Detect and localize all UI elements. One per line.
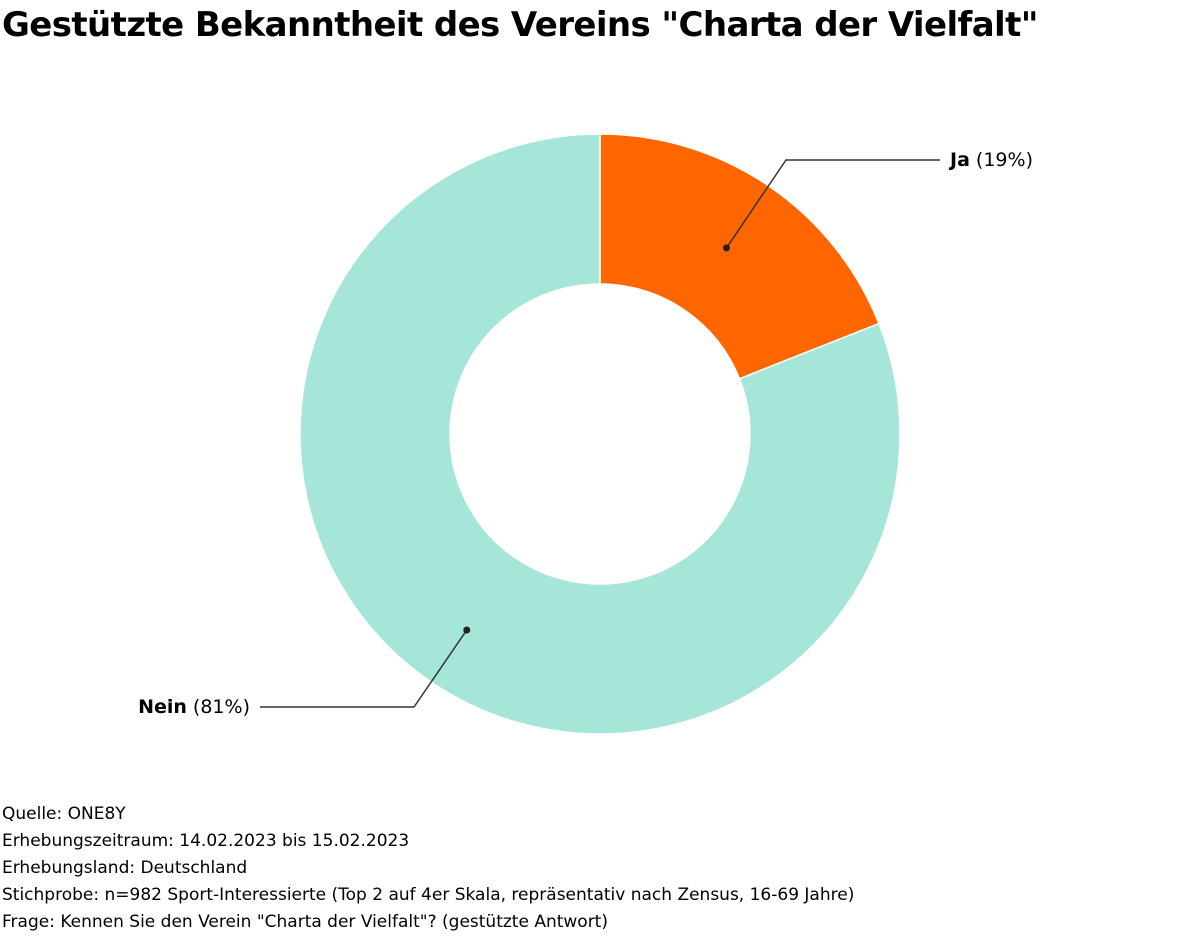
footer-sample: Stichprobe: n=982 Sport-Interessierte (T… <box>2 885 855 905</box>
slice-label-name: Nein <box>138 696 187 718</box>
callout-line-nein <box>260 629 468 708</box>
slice-label-value: (81%) <box>187 696 250 718</box>
slice-ja <box>599 133 880 380</box>
donut-slices <box>299 133 901 735</box>
footer-source: Quelle: ONE8Y <box>2 804 126 824</box>
chart-footer: Quelle: ONE8Y Erhebungszeitraum: 14.02.2… <box>2 801 854 936</box>
chart-title: Gestützte Bekanntheit des Vereins "Chart… <box>2 5 1038 45</box>
slice-label-name: Ja <box>948 149 970 171</box>
slice-nein <box>299 133 901 735</box>
callout-dot-ja <box>722 244 730 252</box>
donut-callouts: Ja (19%) Nein (81%) <box>138 149 1033 718</box>
slice-label-value: (19%) <box>970 149 1033 171</box>
footer-country: Erhebungsland: Deutschland <box>2 858 248 878</box>
slice-label-nein: Nein (81%) <box>138 696 250 718</box>
callout-line-ja <box>725 159 940 249</box>
footer-question: Frage: Kennen Sie den Verein "Charta der… <box>2 912 608 932</box>
slice-label-ja: Ja (19%) <box>948 149 1033 171</box>
footer-period: Erhebungszeitraum: 14.02.2023 bis 15.02.… <box>2 831 410 851</box>
callout-dot-nein <box>463 626 471 634</box>
